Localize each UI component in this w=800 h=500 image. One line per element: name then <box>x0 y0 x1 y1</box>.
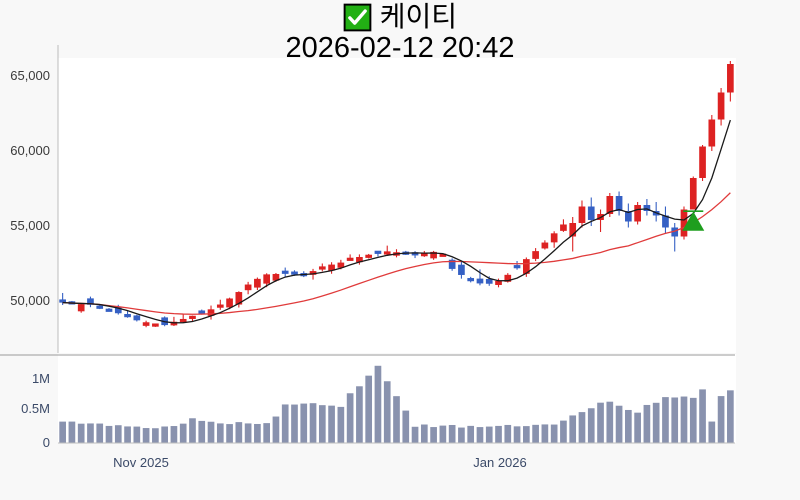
svg-text:1M: 1M <box>32 371 50 386</box>
svg-text:60,000: 60,000 <box>10 143 50 158</box>
svg-text:65,000: 65,000 <box>10 68 50 83</box>
svg-text:0.5M: 0.5M <box>21 401 50 416</box>
svg-text:Nov 2025: Nov 2025 <box>113 455 169 470</box>
svg-text:Jan 2026: Jan 2026 <box>473 455 527 470</box>
svg-text:0: 0 <box>43 435 50 450</box>
svg-text:55,000: 55,000 <box>10 218 50 233</box>
svg-text:50,000: 50,000 <box>10 293 50 308</box>
